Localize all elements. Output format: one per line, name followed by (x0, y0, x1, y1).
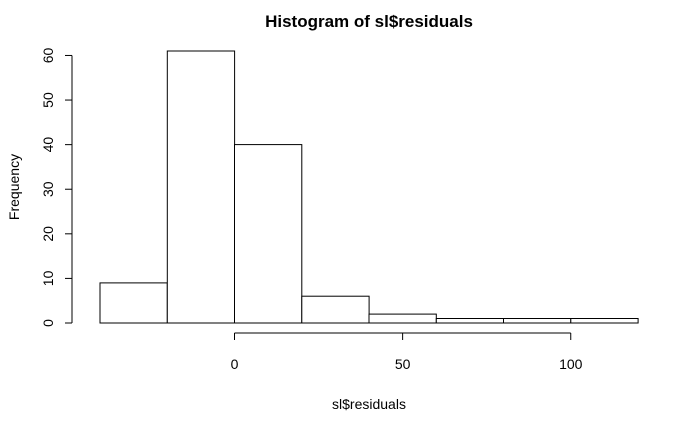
histogram-bar-4 (368, 313, 437, 324)
y-axis-label: Frequency (6, 154, 22, 220)
x-tick-label: 0 (231, 356, 239, 372)
y-tick-label: 10 (40, 270, 56, 286)
histogram-bars (99, 50, 639, 324)
histogram-bar-0 (99, 282, 168, 324)
histogram-bar-3 (301, 295, 370, 324)
x-axis: 0 50 100 (231, 332, 583, 372)
y-tick-label: 40 (40, 137, 56, 153)
histogram-bar-1 (166, 50, 236, 324)
y-tick-label: 50 (40, 92, 56, 108)
histogram-bar-5 (435, 318, 505, 324)
y-tick-label: 0 (40, 319, 56, 327)
y-axis: 0 10 20 30 40 50 60 (40, 47, 73, 327)
x-tick-label: 100 (559, 356, 583, 372)
x-tick-label: 50 (395, 356, 411, 372)
histogram-bar-2 (234, 144, 303, 324)
y-tick-label: 60 (40, 47, 56, 63)
histogram-bar-7 (570, 318, 639, 324)
y-tick-label: 30 (40, 181, 56, 197)
y-tick-label: 20 (40, 226, 56, 242)
chart-title: Histogram of sl$residuals (265, 12, 473, 31)
x-axis-label: sl$residuals (332, 396, 406, 412)
histogram-bar-6 (503, 318, 572, 324)
